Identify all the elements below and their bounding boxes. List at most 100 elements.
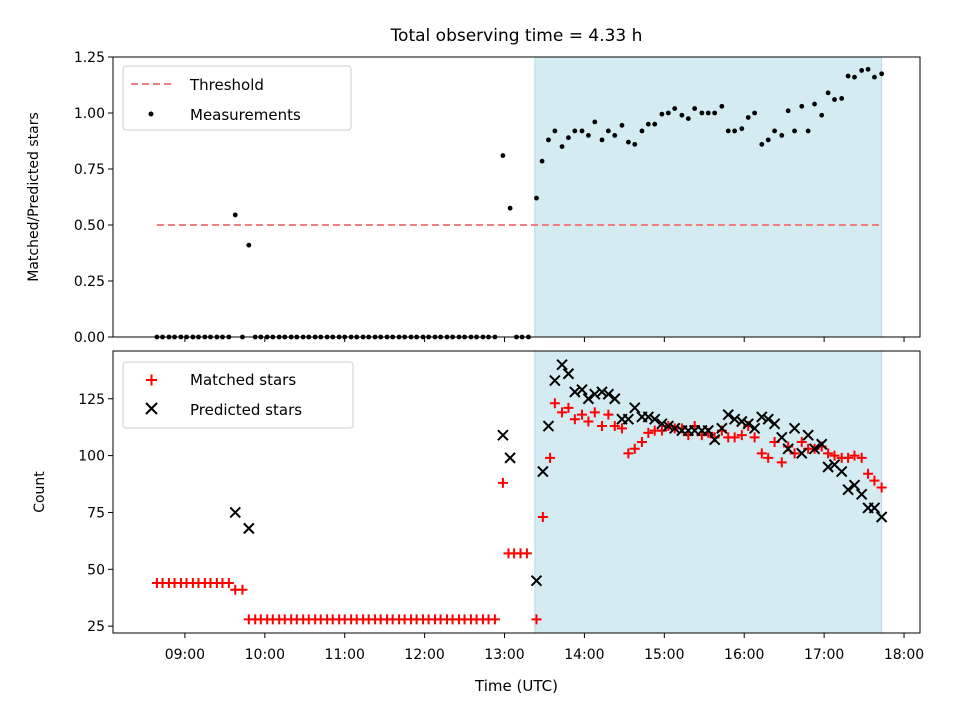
matched-star-point xyxy=(563,402,574,413)
matched-star-point xyxy=(863,468,874,479)
predicted-star-point xyxy=(708,433,721,446)
measurement-point xyxy=(785,108,791,114)
predicted-star-point xyxy=(875,511,888,523)
measurement-point xyxy=(625,139,631,145)
y-tick-label: 1.00 xyxy=(74,106,105,122)
predicted-star-point xyxy=(629,402,641,414)
x-tick-label: 11:00 xyxy=(325,647,365,663)
matched-star-point xyxy=(577,409,588,420)
measurement-point xyxy=(745,115,751,120)
predicted-star-point xyxy=(868,502,881,514)
matched-star-point xyxy=(583,416,594,427)
measurement-point xyxy=(692,106,698,111)
ratio-legend-box xyxy=(122,65,352,131)
predicted-star-point xyxy=(855,488,868,500)
measurement-point xyxy=(765,137,771,143)
measurement-point xyxy=(865,66,871,72)
predicted-star-point xyxy=(796,447,808,460)
measurement-point xyxy=(645,121,651,127)
matched-star-point xyxy=(656,425,667,436)
measurement-point xyxy=(500,153,506,158)
y-tick-label: 125 xyxy=(78,392,105,408)
count-x-axis-ticks: 09:00 10:00 11:00 12:00 13:00 14:00 15:00 16:00… xyxy=(165,633,924,663)
measurement-point xyxy=(852,74,857,80)
measurement-point xyxy=(552,128,558,134)
measurement-point xyxy=(672,106,678,111)
matched-star-point xyxy=(763,452,774,463)
predicted-star-point xyxy=(582,393,595,405)
measurement-point xyxy=(812,101,817,107)
y-tick-label: 0.75 xyxy=(74,162,105,178)
predicted-star-point xyxy=(728,413,741,425)
predicted-star-point xyxy=(808,443,821,455)
y-tick-label: 75 xyxy=(87,505,105,521)
matched-star-point xyxy=(823,448,834,459)
y-tick-label: 50 xyxy=(87,562,105,578)
matched-star-point xyxy=(545,452,556,463)
x-tick-label: 16:00 xyxy=(724,647,764,663)
measurement-point xyxy=(859,68,865,73)
predicted-star-point xyxy=(576,383,588,396)
measurement-point xyxy=(739,126,745,132)
predicted-star-point xyxy=(504,452,516,464)
measurement-point xyxy=(805,128,811,134)
measurement-point xyxy=(825,90,831,96)
count-legend: Matched stars Predicted stars xyxy=(122,361,354,429)
matched-star-point xyxy=(756,448,767,459)
predicted-star-point xyxy=(243,522,255,535)
ratio-panel: 0.00 0.25 0.50 0.75 1.00 1.25 Matched/Predict… xyxy=(26,50,921,346)
observing-window-shade xyxy=(534,350,883,634)
x-tick-label: 17:00 xyxy=(804,647,844,663)
measurement-point xyxy=(546,137,551,143)
predicted-star-point xyxy=(748,422,761,435)
y-tick-label: 100 xyxy=(78,449,105,465)
predicted-star-point xyxy=(549,374,561,387)
predicted-star-point xyxy=(822,461,834,473)
predicted-star-point xyxy=(497,429,509,441)
predicted-star-point xyxy=(848,479,861,491)
y-tick-label: 0.50 xyxy=(74,218,105,234)
count-legend-box xyxy=(122,361,354,429)
matched-star-point xyxy=(557,407,568,418)
measurement-point xyxy=(572,128,578,134)
predicted-star-point xyxy=(782,443,794,455)
matched-star-point xyxy=(596,421,607,432)
predicted-star-point xyxy=(596,386,608,398)
predicted-star-point xyxy=(556,358,568,371)
measurement-point xyxy=(839,96,845,101)
predicted-star-point xyxy=(589,388,601,400)
predicted-star-point xyxy=(756,411,768,423)
measurements-points xyxy=(154,66,885,340)
x-tick-label: 09:00 xyxy=(165,647,205,663)
x-tick-label: 18:00 xyxy=(884,647,924,663)
matched-star-point xyxy=(616,423,627,434)
predicted-star-point xyxy=(537,465,549,478)
predicted-star-point xyxy=(542,420,555,432)
measurement-point xyxy=(599,137,605,143)
predicted-star-point xyxy=(716,422,728,435)
measurement-point xyxy=(586,133,591,138)
measurement-point xyxy=(752,110,758,116)
measurement-point xyxy=(592,119,598,125)
measurement-point xyxy=(559,144,565,150)
measurement-point xyxy=(732,128,738,134)
measurement-point xyxy=(799,103,805,109)
matched-star-point xyxy=(849,450,860,461)
predicted-star-point xyxy=(609,393,621,405)
x-tick-label: 15:00 xyxy=(644,647,684,663)
matched-star-point xyxy=(549,398,560,409)
x-tick-label: 13:00 xyxy=(484,647,524,663)
matched-star-point xyxy=(223,577,234,588)
matched-star-point xyxy=(869,475,880,486)
predicted-star-point xyxy=(788,422,801,435)
matched-star-point xyxy=(489,614,500,625)
matched-star-point xyxy=(829,450,840,461)
measurement-point xyxy=(605,128,611,134)
predicted-star-point xyxy=(776,431,788,444)
predicted-star-point xyxy=(702,424,714,437)
predicted-stars-points xyxy=(229,358,888,587)
matched-star-point xyxy=(856,452,867,463)
matched-star-point xyxy=(629,443,640,454)
y-tick-label: 1.25 xyxy=(74,50,105,66)
